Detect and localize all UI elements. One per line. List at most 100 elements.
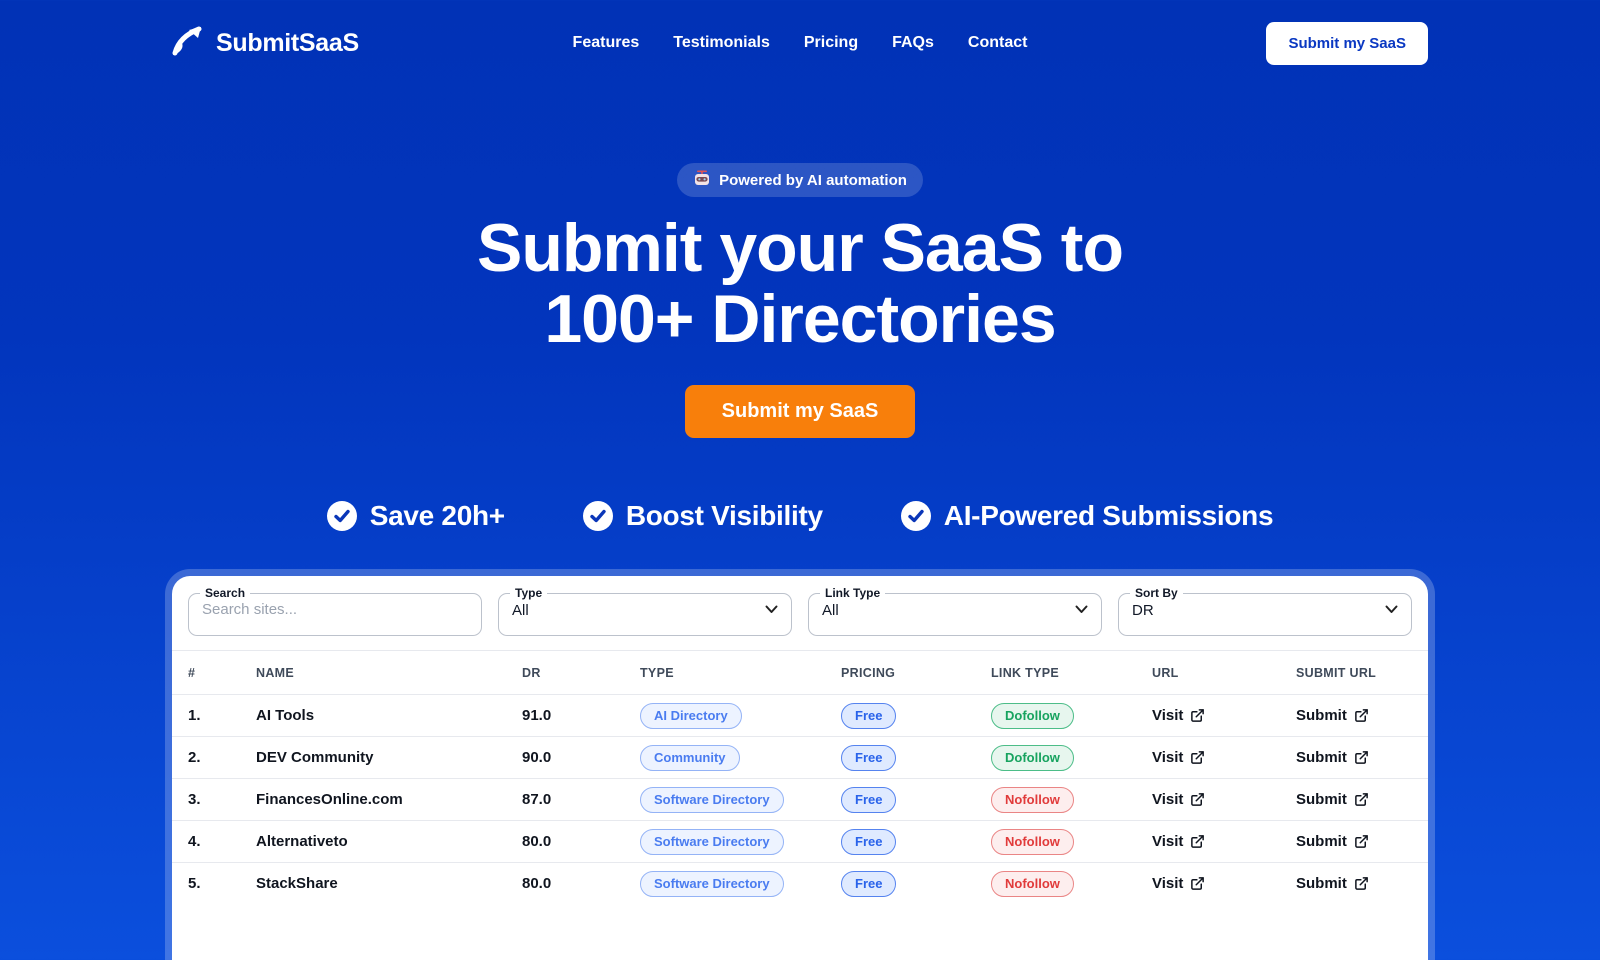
- feature-highlights: Save 20h+ Boost Visibility AI-Powered Su…: [172, 500, 1428, 532]
- logo[interactable]: SubmitSaaS: [172, 26, 359, 61]
- external-link-icon: [1354, 876, 1369, 891]
- feature-label: Save 20h+: [369, 500, 505, 532]
- sort-by-select[interactable]: DR: [1132, 601, 1398, 619]
- external-link-icon: [1190, 876, 1205, 891]
- submit-link[interactable]: Submit: [1296, 749, 1369, 766]
- visit-link[interactable]: Visit: [1152, 749, 1205, 766]
- col-link-type: LINK TYPE: [991, 665, 1059, 680]
- sort-by-field: Sort By DR: [1118, 586, 1412, 637]
- external-link-icon: [1354, 750, 1369, 765]
- nav-link-testimonials[interactable]: Testimonials: [673, 34, 770, 51]
- search-input[interactable]: [202, 601, 468, 619]
- table-row: 2. DEV Community 90.0 Community Free Dof…: [172, 736, 1428, 778]
- external-link-icon: [1354, 834, 1369, 849]
- site-name: DEV Community: [256, 749, 374, 767]
- row-number: 5.: [188, 875, 201, 893]
- visit-link[interactable]: Visit: [1152, 707, 1205, 724]
- visit-link[interactable]: Visit: [1152, 833, 1205, 850]
- feature-label: AI-Powered Submissions: [943, 500, 1274, 532]
- ai-automation-badge: Powered by AI automation: [677, 163, 923, 197]
- link-type-select[interactable]: All: [822, 601, 1088, 619]
- type-label: Type: [515, 586, 543, 601]
- hero-section: Powered by AI automation Submit your Saa…: [172, 66, 1428, 532]
- search-field: Search: [188, 586, 482, 637]
- nav-link-faqs[interactable]: FAQs: [892, 34, 934, 51]
- row-number: 3.: [188, 791, 201, 809]
- type-badge: AI Directory: [640, 702, 742, 730]
- table-row: 4. Alternativeto 80.0 Software Directory…: [172, 820, 1428, 862]
- page-title: Submit your SaaS to 100+ Directories: [172, 213, 1428, 354]
- feature-label: Boost Visibility: [625, 500, 823, 532]
- col-type: TYPE: [640, 665, 674, 680]
- feature-save-time: Save 20h+: [326, 500, 505, 532]
- link-type-label: Link Type: [825, 586, 881, 601]
- site-name: Alternativeto: [256, 833, 348, 851]
- directory-table-card: Search Type All Link Type All Sort By DR: [172, 576, 1428, 960]
- dr-score: 90.0: [522, 749, 552, 767]
- col-dr: DR: [522, 665, 541, 680]
- site-name: AI Tools: [256, 707, 315, 725]
- col-name: NAME: [256, 665, 295, 680]
- pricing-badge: Free: [841, 870, 897, 898]
- check-circle-icon: [900, 501, 931, 532]
- chevron-down-icon: [1075, 601, 1088, 619]
- table-filters: Search Type All Link Type All Sort By DR: [172, 576, 1428, 650]
- robot-icon: [693, 170, 711, 190]
- type-badge: Software Directory: [640, 786, 784, 814]
- type-field: Type All: [498, 586, 792, 637]
- title-line-1: Submit your SaaS to: [477, 210, 1124, 286]
- check-circle-icon: [582, 501, 613, 532]
- rocket-arrow-icon: [172, 26, 206, 61]
- external-link-icon: [1190, 792, 1205, 807]
- chevron-down-icon: [1385, 601, 1398, 619]
- badge-label: Powered by AI automation: [719, 171, 907, 189]
- chevron-down-icon: [765, 601, 778, 619]
- nav-link-features[interactable]: Features: [572, 34, 640, 51]
- col-submit-url: SUBMIT URL: [1296, 665, 1377, 680]
- main-nav: Features Testimonials Pricing FAQs Conta…: [573, 34, 1028, 52]
- link-type-badge: Nofollow: [991, 870, 1074, 898]
- external-link-icon: [1190, 834, 1205, 849]
- submit-link[interactable]: Submit: [1296, 875, 1369, 892]
- brand-name: SubmitSaaS: [216, 28, 359, 57]
- submit-link[interactable]: Submit: [1296, 833, 1369, 850]
- nav-submit-saas-button[interactable]: Submit my SaaS: [1266, 21, 1428, 65]
- dr-score: 80.0: [522, 833, 552, 851]
- sort-by-select-value: DR: [1132, 601, 1154, 619]
- link-type-badge: Dofollow: [991, 702, 1074, 730]
- pricing-badge: Free: [841, 786, 897, 814]
- pricing-badge: Free: [841, 702, 897, 730]
- table-body: 1. AI Tools 91.0 AI Directory Free Dofol…: [172, 694, 1428, 904]
- link-type-badge: Dofollow: [991, 744, 1074, 772]
- dr-score: 91.0: [522, 707, 552, 725]
- feature-ai-submissions: AI-Powered Submissions: [900, 500, 1274, 532]
- table-header-row: # NAME DR TYPE PRICING LINK TYPE URL SUB…: [172, 650, 1428, 694]
- row-number: 2.: [188, 749, 201, 767]
- check-circle-icon: [326, 501, 357, 532]
- dr-score: 80.0: [522, 875, 552, 893]
- submit-link[interactable]: Submit: [1296, 791, 1369, 808]
- link-type-badge: Nofollow: [991, 828, 1074, 856]
- site-name: StackShare: [256, 875, 338, 893]
- type-badge: Community: [640, 744, 740, 772]
- feature-boost-visibility: Boost Visibility: [582, 500, 823, 532]
- type-select-value: All: [512, 601, 529, 619]
- type-select[interactable]: All: [512, 601, 778, 619]
- pricing-badge: Free: [841, 828, 897, 856]
- visit-link[interactable]: Visit: [1152, 791, 1205, 808]
- site-name: FinancesOnline.com: [256, 791, 403, 809]
- hero-submit-saas-button[interactable]: Submit my SaaS: [684, 385, 916, 439]
- submit-link[interactable]: Submit: [1296, 707, 1369, 724]
- col-number: #: [188, 665, 196, 680]
- visit-link[interactable]: Visit: [1152, 875, 1205, 892]
- pricing-badge: Free: [841, 744, 897, 772]
- nav-link-contact[interactable]: Contact: [967, 34, 1028, 51]
- link-type-field: Link Type All: [808, 586, 1102, 637]
- external-link-icon: [1354, 708, 1369, 723]
- col-pricing: PRICING: [841, 665, 896, 680]
- search-label: Search: [205, 586, 246, 601]
- nav-link-pricing[interactable]: Pricing: [803, 34, 859, 51]
- external-link-icon: [1190, 708, 1205, 723]
- table-row: 1. AI Tools 91.0 AI Directory Free Dofol…: [172, 694, 1428, 736]
- col-url: URL: [1152, 665, 1179, 680]
